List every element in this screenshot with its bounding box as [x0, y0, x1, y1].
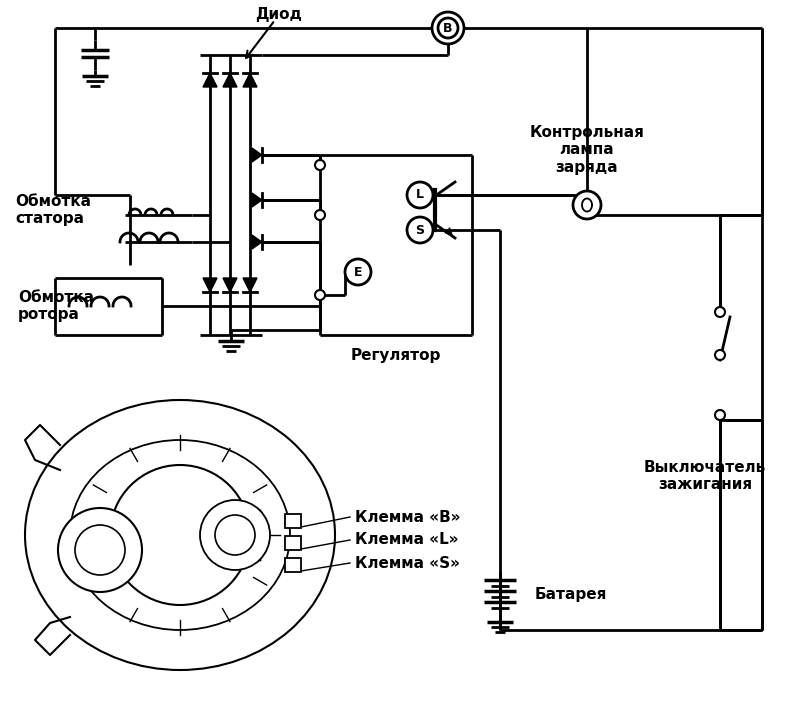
- Text: Регулятор: Регулятор: [351, 348, 441, 363]
- Circle shape: [407, 217, 433, 243]
- Circle shape: [438, 18, 458, 38]
- Circle shape: [75, 525, 125, 575]
- Text: B: B: [443, 22, 453, 35]
- Bar: [285, 514, 301, 528]
- Text: Диод: Диод: [255, 6, 302, 22]
- Circle shape: [215, 515, 255, 555]
- Text: S: S: [415, 224, 425, 237]
- Circle shape: [200, 500, 270, 570]
- Text: L: L: [416, 188, 424, 201]
- Circle shape: [315, 210, 325, 220]
- Polygon shape: [223, 73, 237, 87]
- Text: E: E: [354, 265, 362, 278]
- Circle shape: [315, 290, 325, 300]
- Text: Выключатель
зажигания: Выключатель зажигания: [644, 460, 766, 493]
- Text: Обмотка
ротора: Обмотка ротора: [18, 290, 94, 322]
- Circle shape: [573, 191, 601, 219]
- Text: Клемма «B»: Клемма «B»: [355, 510, 461, 524]
- Text: Контрольная
лампа
заряда: Контрольная лампа заряда: [530, 125, 645, 175]
- Polygon shape: [243, 73, 257, 87]
- Polygon shape: [203, 73, 217, 87]
- Text: Клемма «S»: Клемма «S»: [355, 556, 460, 570]
- Polygon shape: [243, 278, 257, 292]
- Circle shape: [715, 410, 725, 420]
- Bar: [285, 536, 301, 550]
- Polygon shape: [203, 278, 217, 292]
- Circle shape: [110, 465, 250, 605]
- Text: Клемма «L»: Клемма «L»: [355, 533, 458, 547]
- Polygon shape: [252, 235, 262, 249]
- Circle shape: [715, 307, 725, 317]
- Polygon shape: [252, 148, 262, 162]
- Text: Обмотка
статора: Обмотка статора: [15, 194, 91, 226]
- Circle shape: [407, 182, 433, 208]
- Circle shape: [58, 508, 142, 592]
- Bar: [285, 558, 301, 572]
- Circle shape: [715, 350, 725, 360]
- Text: Батарея: Батарея: [535, 587, 607, 602]
- Circle shape: [315, 160, 325, 170]
- Circle shape: [432, 12, 464, 44]
- Circle shape: [345, 259, 371, 285]
- Polygon shape: [223, 278, 237, 292]
- Polygon shape: [252, 193, 262, 207]
